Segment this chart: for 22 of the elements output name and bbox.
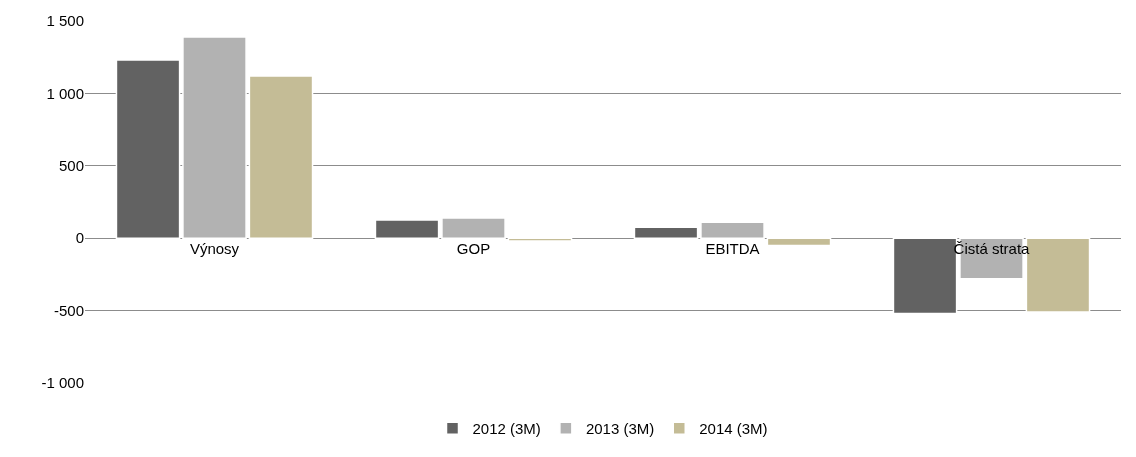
legend-label: 2012 (3M)	[472, 420, 541, 438]
x-tick-label: EBITDA	[705, 240, 760, 258]
bar	[248, 75, 314, 239]
y-tick-label: -500	[53, 301, 84, 319]
bar	[374, 219, 440, 239]
bar	[507, 237, 573, 242]
y-tick-label: -1 000	[41, 374, 84, 392]
y-tick-label: 0	[75, 229, 84, 247]
bar	[700, 221, 765, 239]
y-tick-label: 500	[58, 157, 84, 175]
bar	[441, 217, 506, 239]
x-tick-label: GOP	[456, 240, 491, 258]
legend-label: 2014 (3M)	[699, 420, 768, 438]
bar	[633, 226, 699, 239]
bar	[182, 36, 247, 239]
x-tick-label: Čistá strata	[953, 240, 1031, 258]
legend-label: 2013 (3M)	[585, 420, 655, 438]
y-tick-label: 1 500	[46, 12, 84, 30]
bar	[766, 237, 832, 247]
x-tick-label: Výnosy	[189, 240, 240, 258]
y-tick-label: 1 000	[46, 84, 84, 102]
bar	[115, 59, 181, 239]
